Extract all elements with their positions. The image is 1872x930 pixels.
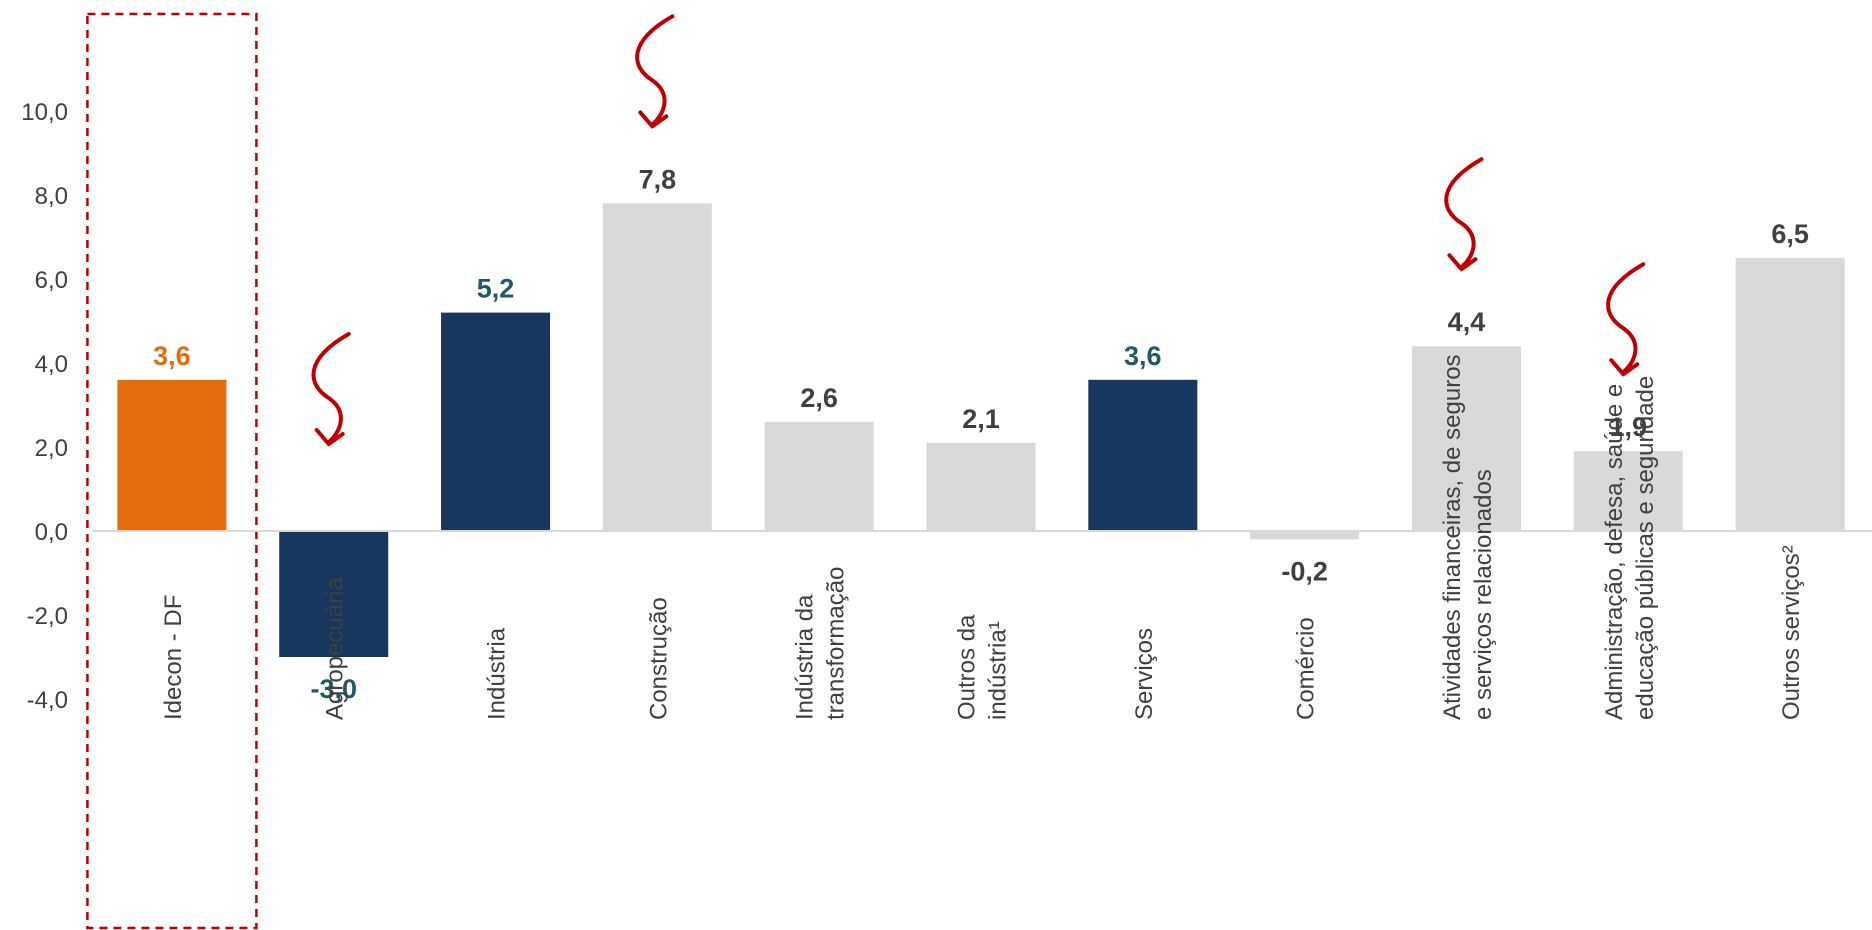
category-label: e serviços relacionados	[1470, 469, 1497, 720]
bar	[1088, 379, 1198, 531]
y-tick-label: 10,0	[21, 99, 68, 126]
y-tick-label: -2,0	[27, 603, 68, 630]
data-labels: 3,6 -3,0 5,2 7,8 2,6 2,1 3,6 -0,2 4,4 1,9 6,5	[153, 164, 1809, 704]
category-label: Indústria	[484, 627, 511, 720]
y-tick-label: 2,0	[35, 435, 68, 462]
category-label: Agropecuária	[322, 577, 349, 720]
data-label: 2,1	[962, 404, 1000, 434]
bar	[117, 379, 227, 531]
data-label: 3,6	[1124, 341, 1162, 371]
bar	[1250, 531, 1360, 540]
bar	[926, 442, 1036, 531]
arrow-icon	[1606, 262, 1646, 375]
category-label: Construção	[645, 597, 672, 720]
bar	[441, 312, 551, 531]
category-label: Serviços	[1131, 628, 1158, 720]
y-tick-label: 0,0	[35, 519, 68, 546]
x-axis-category-labels: Idecon - DF Agropecuária Indústria Construç…	[160, 354, 1805, 720]
category-label: Atividades financeiras, de seguros	[1439, 354, 1466, 720]
arrow-icon	[635, 14, 675, 127]
category-label: Outros serviços²	[1778, 545, 1805, 720]
data-label: 1,9	[1609, 412, 1647, 442]
bar	[1573, 451, 1683, 531]
category-label: Indústria da	[792, 594, 819, 720]
data-label: -0,2	[1281, 556, 1328, 586]
arrow-head-icon	[1609, 358, 1640, 377]
bar	[1411, 346, 1521, 531]
bar	[602, 203, 712, 531]
arrow-head-icon	[638, 110, 669, 129]
category-label: transformação	[823, 567, 850, 720]
y-tick-label: 8,0	[35, 183, 68, 210]
y-tick-label: -4,0	[27, 687, 68, 714]
data-label: 7,8	[639, 164, 677, 194]
arrow-icon	[311, 332, 351, 444]
category-label: Outros da	[954, 614, 981, 720]
highlight-group	[86, 12, 258, 930]
arrow-head-icon	[314, 428, 345, 446]
arrow-icon	[1444, 157, 1484, 270]
data-label: -3,0	[310, 674, 357, 704]
data-label: 6,5	[1771, 219, 1809, 249]
arrow-head-icon	[1447, 253, 1478, 272]
y-axis: 10,0 8,0 6,0 4,0 2,0 0,0 -2,0 -4,0	[21, 99, 68, 714]
data-label: 4,4	[1448, 307, 1486, 337]
bar	[279, 531, 389, 657]
data-label: 5,2	[477, 274, 515, 304]
bar	[764, 421, 874, 531]
bar	[1735, 258, 1845, 531]
category-label: educação públicas e seguridade	[1632, 376, 1659, 720]
y-tick-label: 4,0	[35, 351, 68, 378]
y-tick-label: 6,0	[35, 267, 68, 294]
annotation-arrows	[311, 14, 1646, 446]
category-label: Comércio	[1293, 617, 1320, 720]
data-label: 3,6	[153, 341, 191, 371]
category-label: indústria¹	[985, 621, 1012, 720]
bars	[117, 203, 1845, 657]
category-label: Administração, defesa, saúde e	[1601, 384, 1628, 720]
category-label: Idecon - DF	[160, 595, 187, 720]
highlight-box	[86, 12, 258, 930]
data-label: 2,6	[800, 383, 838, 413]
